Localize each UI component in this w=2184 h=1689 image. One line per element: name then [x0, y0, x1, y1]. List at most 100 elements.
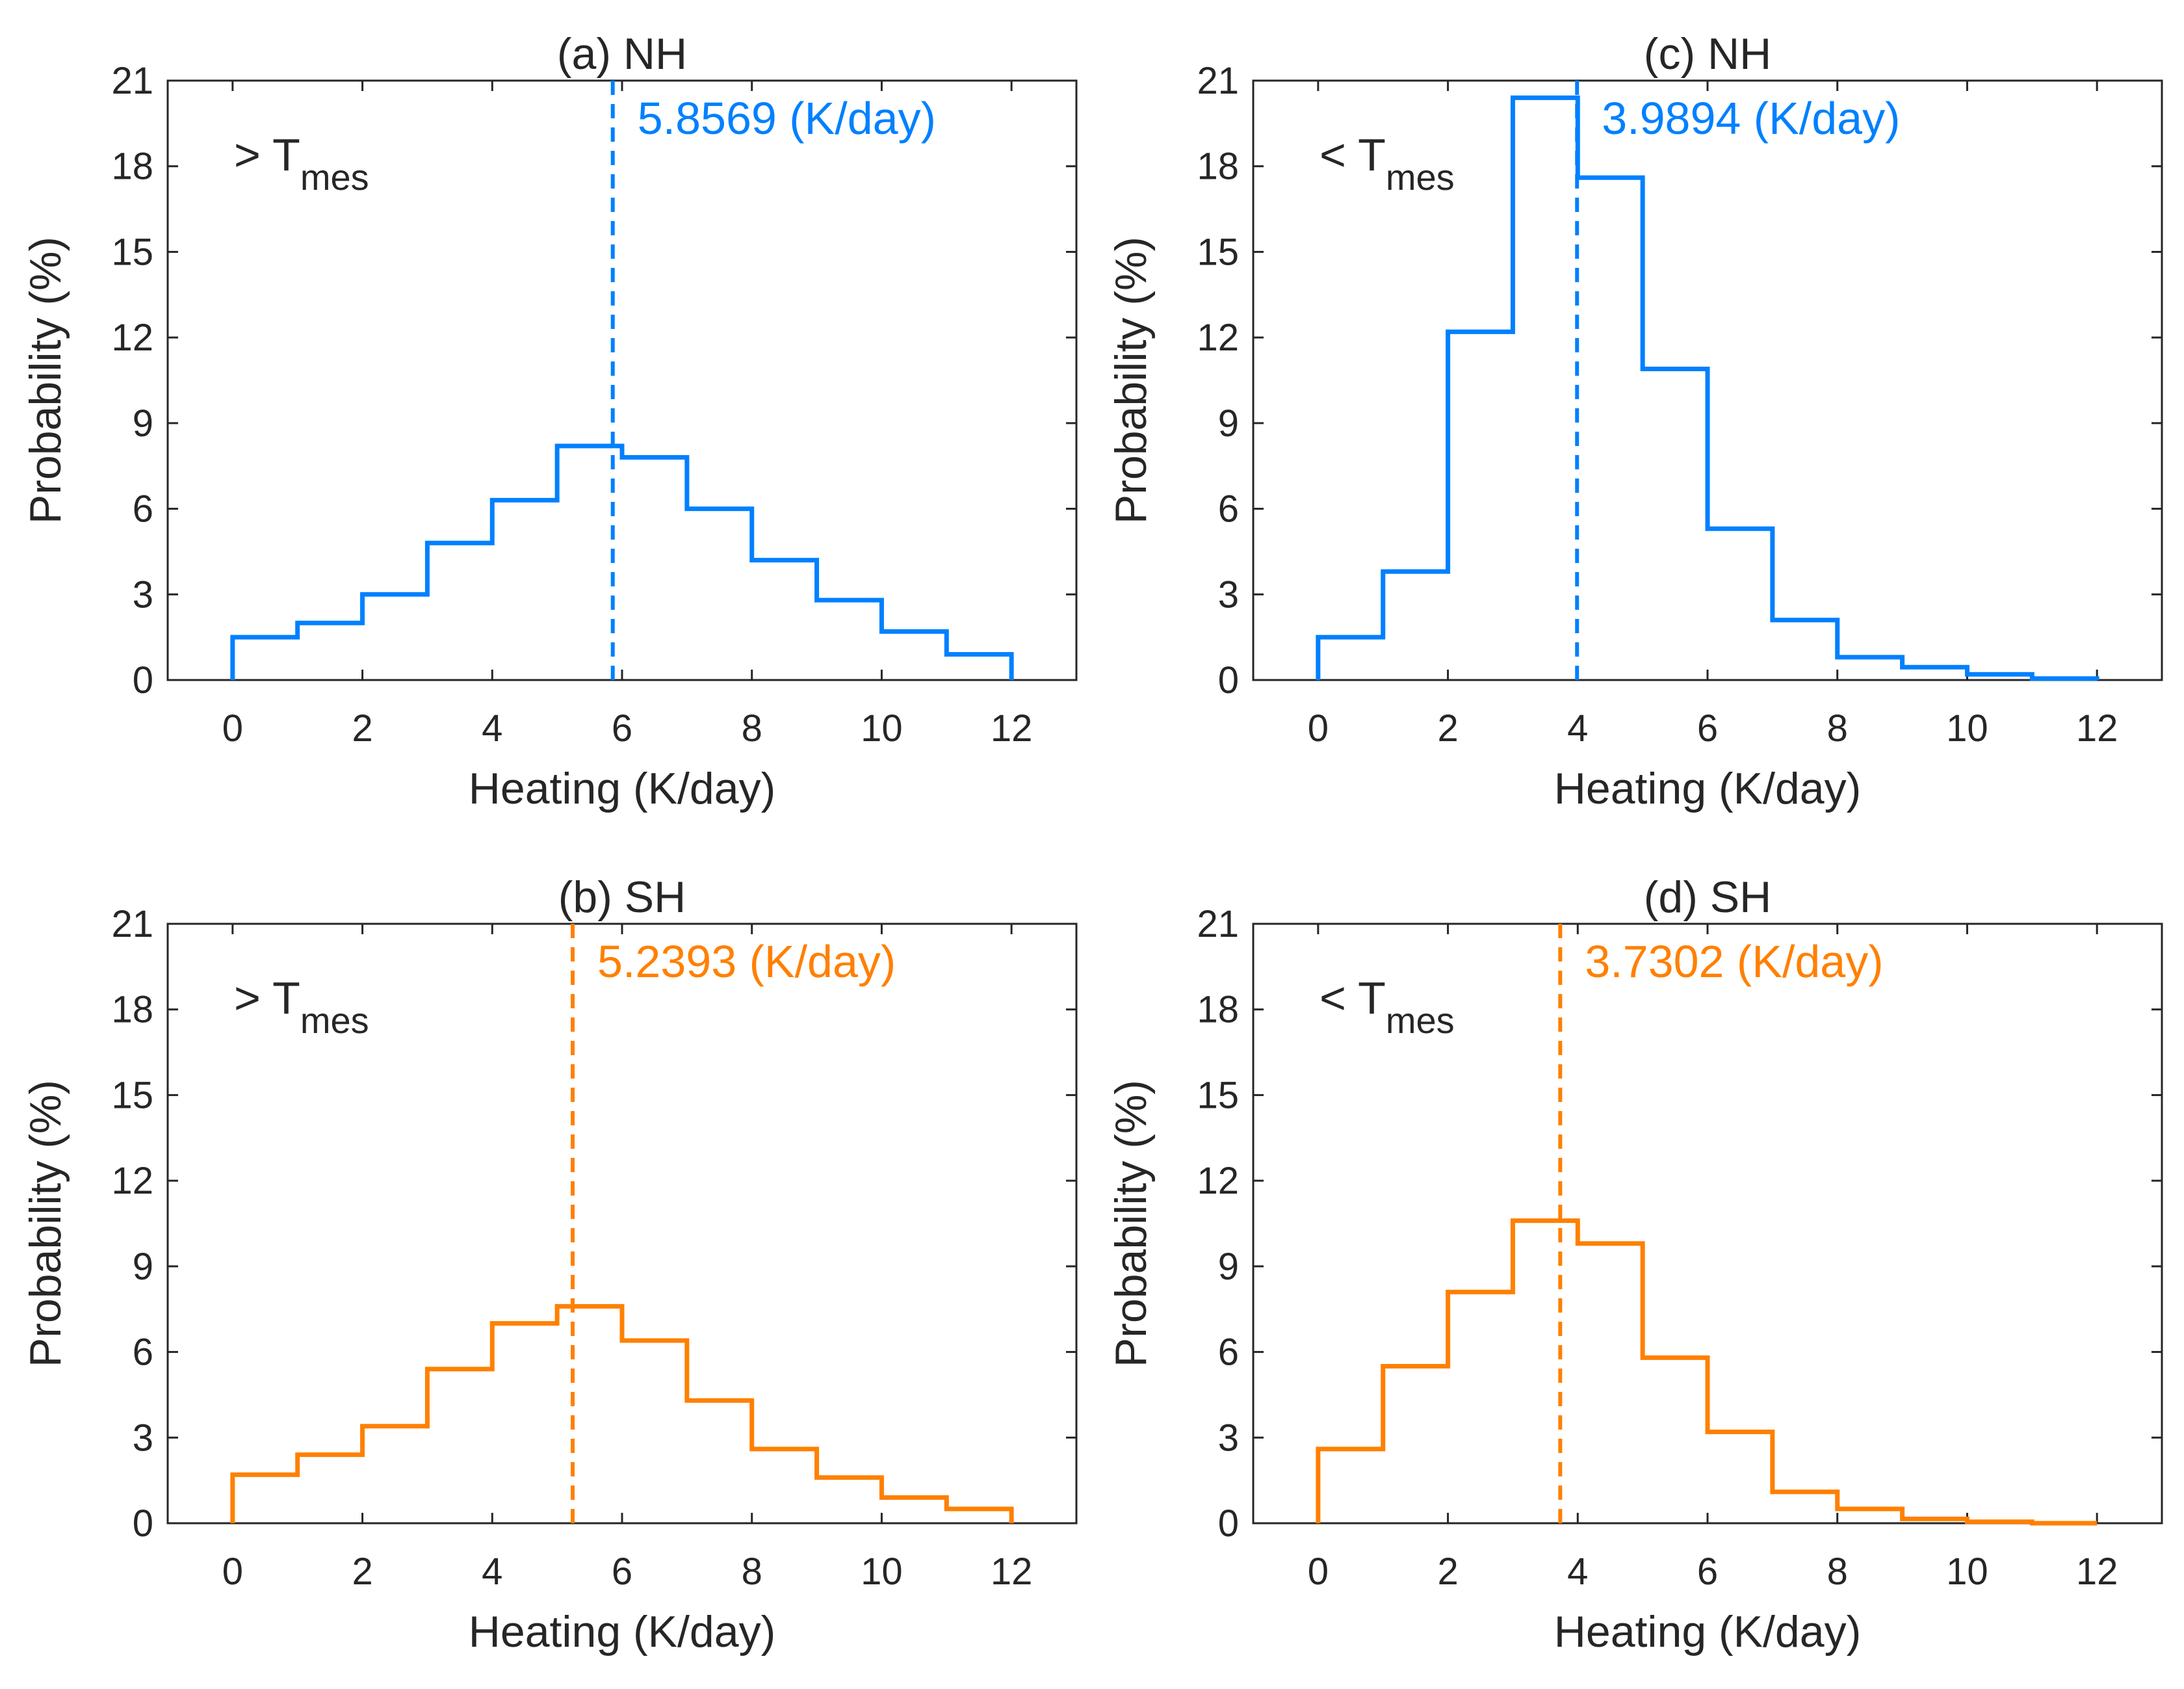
histogram-bin — [752, 560, 817, 680]
y-tick-label: 21 — [111, 60, 153, 102]
x-tick-label: 6 — [612, 1551, 632, 1593]
histogram-bin — [492, 500, 557, 680]
histogram-step-line — [230, 443, 1014, 680]
x-tick-label: 8 — [742, 1551, 762, 1593]
histogram-bin — [1643, 1357, 1708, 1523]
histogram-bin — [427, 1369, 492, 1523]
histogram-bin — [233, 637, 298, 680]
histogram-bin — [1383, 1367, 1448, 1523]
x-tick-label: 12 — [991, 707, 1033, 750]
histogram-bin — [2032, 679, 2097, 680]
y-tick-label: 0 — [133, 659, 153, 701]
condition-subscript: mes — [1386, 1000, 1455, 1041]
histogram-bin — [1838, 1509, 1903, 1523]
histogram-bin — [946, 1509, 1011, 1523]
y-tick-label: 21 — [1197, 60, 1239, 102]
y-tick-label: 3 — [133, 573, 153, 616]
x-tick-label: 8 — [742, 707, 762, 750]
histogram-bin — [881, 631, 946, 680]
x-tick-label: 8 — [1827, 707, 1848, 750]
y-axis-label: Probability (%) — [21, 237, 70, 524]
condition-main: < T — [1320, 973, 1386, 1023]
panel-b: 0 3 6 9 12 15 18 21 0 2 4 6 8 10 12 5.2393 (K/day) > Tme… — [21, 872, 1078, 1656]
histogram-bin — [1967, 674, 2032, 680]
x-tick-label: 2 — [352, 707, 372, 750]
panel-title: (a) NH — [557, 29, 687, 79]
histogram-step-line — [1316, 1218, 2098, 1526]
condition-subscript: mes — [300, 1000, 369, 1041]
panel-title: (d) SH — [1644, 872, 1771, 922]
histogram-bin — [1318, 637, 1383, 680]
y-axis-label: Probability (%) — [21, 1080, 70, 1367]
y-tick-label: 15 — [1197, 1074, 1239, 1116]
panel-title: (c) NH — [1644, 29, 1771, 79]
x-tick-label: 0 — [1308, 1551, 1329, 1593]
histogram-bin — [752, 1449, 817, 1523]
panel-c: 0 3 6 9 12 15 18 21 0 2 4 6 8 10 12 3.9894 (K/day) < Tme… — [1106, 29, 2163, 813]
condition-main: > T — [234, 129, 300, 180]
y-tick-label: 12 — [111, 317, 153, 359]
histogram-step-line — [230, 1303, 1014, 1523]
mean-label: 3.7302 (K/day) — [1585, 936, 1883, 987]
y-tick-label: 3 — [1218, 573, 1239, 616]
y-tick-label: 12 — [111, 1160, 153, 1202]
panel-a: 0 3 6 9 12 15 18 21 0 2 4 6 8 10 12 5.8569 (K/day) > Tme… — [21, 29, 1078, 813]
y-tick-label: 18 — [111, 146, 153, 188]
x-tick-label: 2 — [1437, 707, 1458, 750]
mean-label: 5.2393 (K/day) — [597, 936, 896, 987]
condition-subscript: mes — [300, 157, 369, 198]
condition-main: > T — [234, 973, 300, 1023]
histogram-bin — [1448, 332, 1513, 680]
histogram-bin — [1708, 1432, 1773, 1523]
y-tick-label: 15 — [111, 231, 153, 273]
histogram-bin — [298, 623, 363, 680]
histogram-bin — [557, 1306, 622, 1523]
y-tick-label: 12 — [1197, 1160, 1239, 1202]
y-tick-label: 18 — [1197, 989, 1239, 1031]
histogram-bin — [1708, 529, 1773, 680]
x-tick-label: 10 — [861, 1551, 903, 1593]
histogram-bin — [1578, 177, 1643, 680]
histogram-bin — [1838, 657, 1903, 680]
histogram-bin — [946, 654, 1011, 680]
histogram-bin — [1643, 369, 1708, 680]
y-tick-label: 18 — [111, 989, 153, 1031]
x-tick-label: 12 — [2076, 1551, 2118, 1593]
x-tick-label: 2 — [352, 1551, 372, 1593]
y-axis-label: Probability (%) — [1106, 237, 1156, 524]
x-tick-label: 4 — [482, 1551, 502, 1593]
mean-label: 5.8569 (K/day) — [638, 93, 936, 144]
y-tick-label: 6 — [1218, 1331, 1239, 1374]
y-tick-label: 12 — [1197, 317, 1239, 359]
y-tick-label: 15 — [1197, 231, 1239, 273]
histogram-bin — [1773, 1492, 1838, 1523]
y-tick-label: 21 — [1197, 903, 1239, 945]
histogram-bin — [1383, 571, 1448, 680]
y-tick-label: 0 — [1218, 1502, 1239, 1545]
histogram-step-line — [1316, 95, 2100, 681]
y-axis-label: Probability (%) — [1106, 1080, 1156, 1367]
x-tick-label: 10 — [861, 707, 903, 750]
condition-main: < T — [1320, 129, 1386, 180]
y-tick-label: 0 — [133, 1502, 153, 1545]
x-tick-label: 2 — [1437, 1551, 1458, 1593]
y-tick-label: 6 — [133, 1331, 153, 1374]
histogram-bin — [233, 1474, 298, 1523]
histogram-bin — [1513, 98, 1578, 680]
histogram-bin — [1513, 1221, 1578, 1523]
histogram-bin — [1967, 1522, 2032, 1523]
condition-label: < Tmes — [1320, 129, 1455, 198]
x-tick-label: 4 — [1567, 707, 1588, 750]
panel-title: (b) SH — [558, 872, 686, 922]
x-tick-label: 0 — [1308, 707, 1329, 750]
x-tick-label: 10 — [1946, 1551, 1988, 1593]
condition-label: > Tmes — [234, 973, 369, 1041]
histogram-bin — [1903, 1519, 1968, 1523]
y-tick-label: 6 — [1218, 488, 1239, 530]
y-tick-label: 18 — [1197, 146, 1239, 188]
histogram-bin — [427, 543, 492, 680]
y-tick-label: 3 — [1218, 1417, 1239, 1459]
histogram-bin — [622, 458, 687, 680]
mean-label: 3.9894 (K/day) — [1602, 93, 1900, 144]
